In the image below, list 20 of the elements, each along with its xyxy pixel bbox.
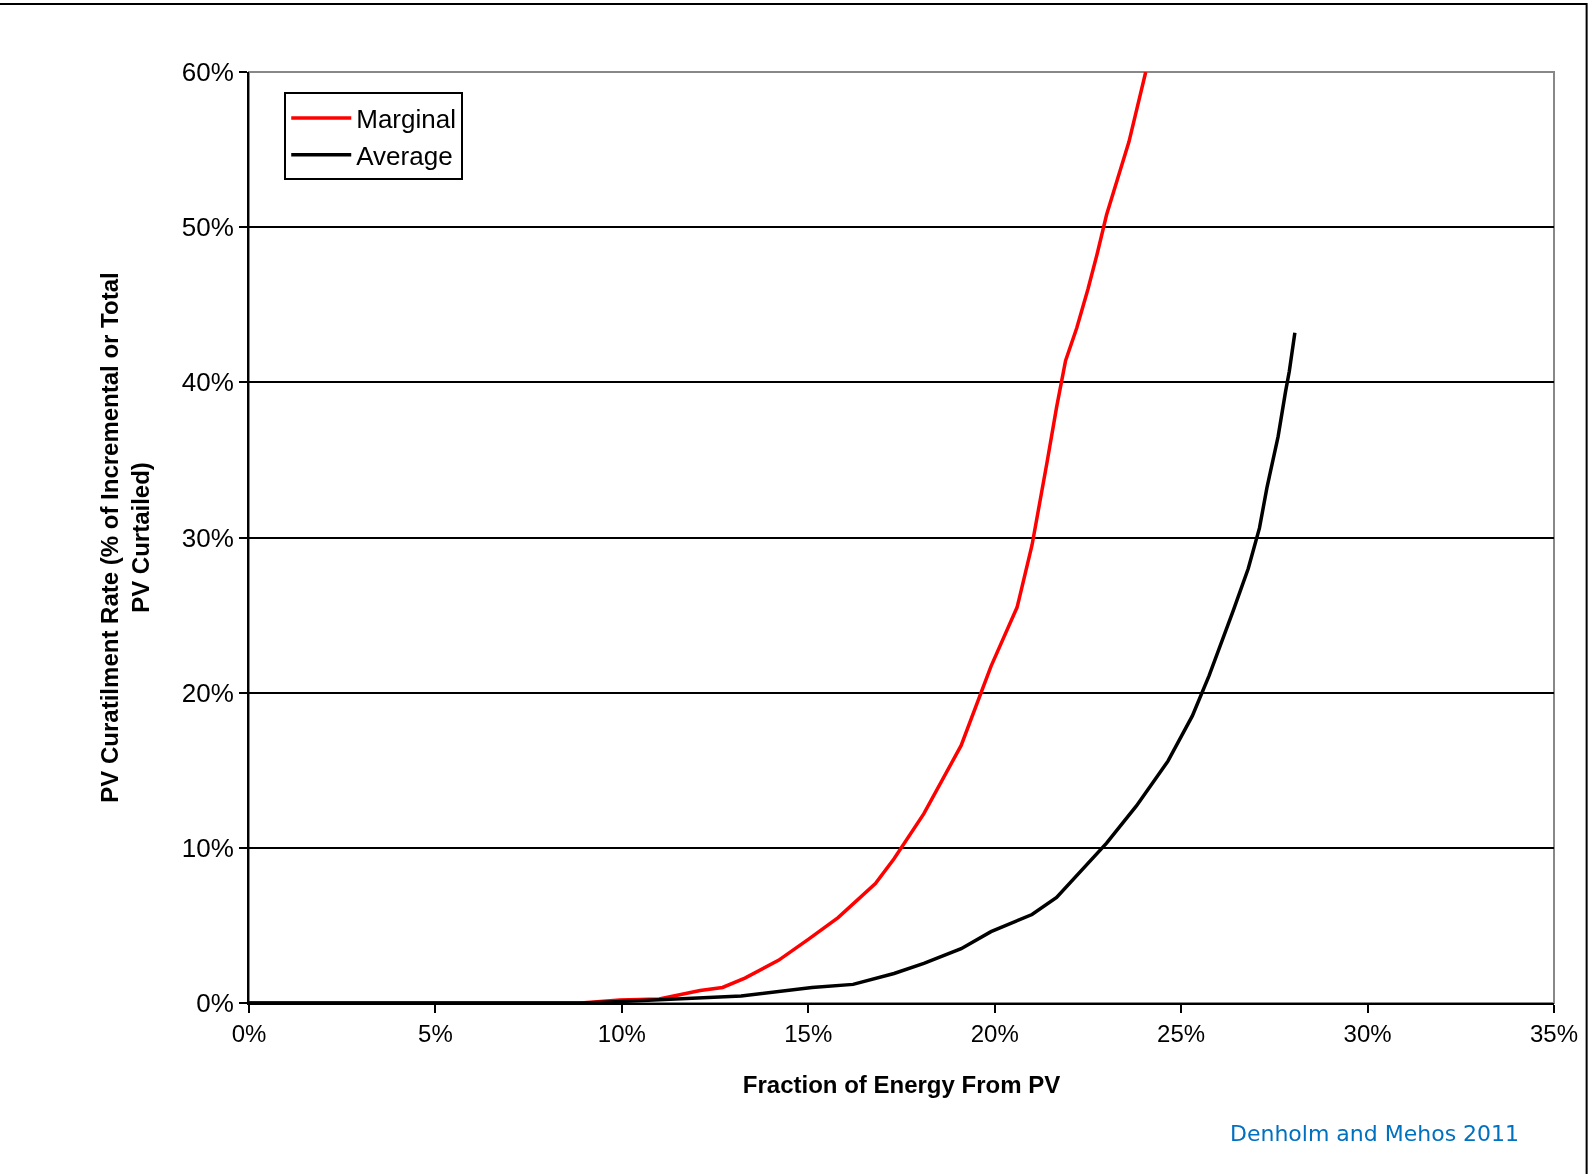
y-tick-label: 20%: [181, 677, 234, 708]
x-tick-label: 20%: [970, 1019, 1019, 1047]
y-tick-label: 10%: [181, 832, 234, 863]
text: Denholm and Mehos 2011: [1230, 1121, 1520, 1146]
y-tick-label: 40%: [181, 367, 234, 398]
y-axis-title: PV Curatilment Rate (% of Incremental or Total PV Curtailed): [96, 272, 155, 803]
legend-label: Average: [356, 140, 453, 171]
x-tick-label: 15%: [784, 1019, 833, 1047]
x-tick-label: 25%: [1157, 1019, 1206, 1047]
x-axis-title: Fraction of Energy From PV: [742, 1070, 1061, 1098]
y-tick-label: 60%: [181, 57, 234, 88]
y-tick-label: 30%: [181, 522, 234, 553]
x-tick-label: 35%: [1529, 1019, 1579, 1047]
legend-label: Marginal: [356, 104, 456, 135]
x-tick-label: 10%: [597, 1019, 646, 1047]
x-tick-label: 5%: [418, 1019, 453, 1047]
x-tick-label: 30%: [1343, 1019, 1392, 1047]
x-tick-label: 0%: [231, 1019, 267, 1047]
y-tick-label: 0%: [196, 988, 234, 1019]
y-tick-label: 50%: [181, 212, 234, 243]
